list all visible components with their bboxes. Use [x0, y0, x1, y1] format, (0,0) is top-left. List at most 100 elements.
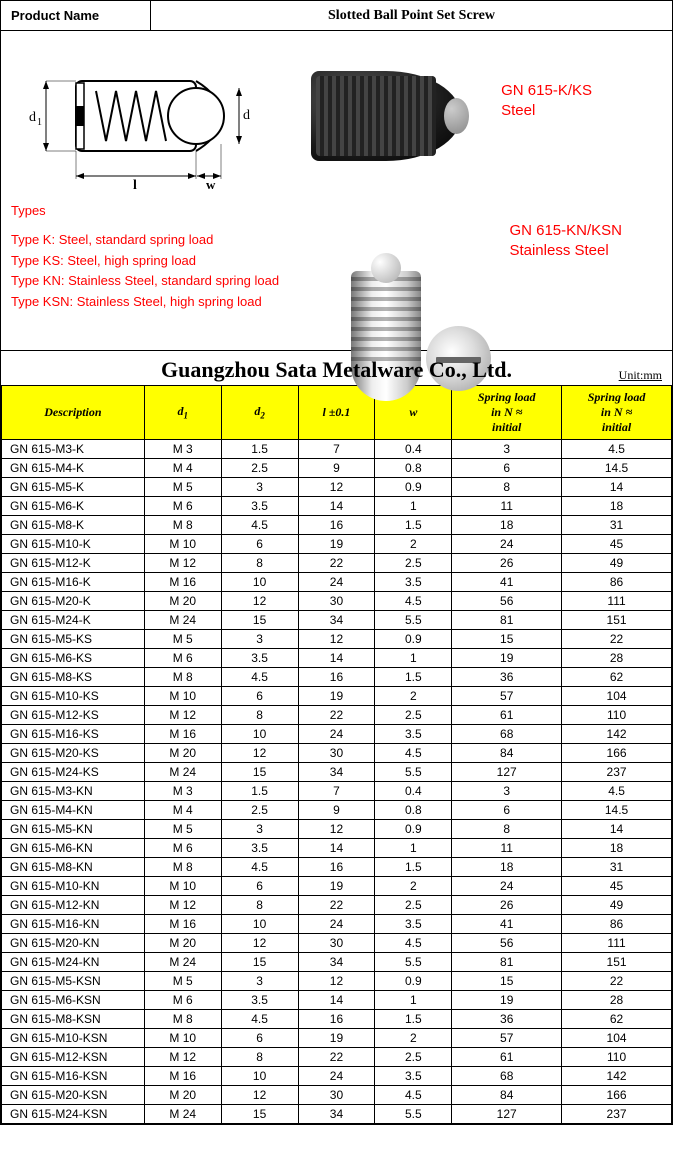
cell: 4.5 — [375, 1086, 452, 1105]
types-heading: Types — [11, 201, 279, 222]
technical-drawing: d 1 d 2 l w — [21, 51, 251, 191]
cell: GN 615-M8-KN — [2, 858, 145, 877]
cell: 24 — [452, 877, 562, 896]
cell: 19 — [298, 535, 375, 554]
company-name: Guangzhou Sata Metalware Co., Ltd. Unit:… — [1, 351, 672, 385]
table-row: GN 615-M12-KSNM 128222.561110 — [2, 1048, 672, 1067]
cell: 1 — [375, 839, 452, 858]
cell: 4.5 — [221, 516, 298, 535]
cell: 15 — [221, 953, 298, 972]
cell: M 3 — [144, 782, 221, 801]
type-line-0: Type K: Steel, standard spring load — [11, 230, 279, 251]
cell: 110 — [562, 706, 672, 725]
cell: GN 615-M16-KS — [2, 725, 145, 744]
cell: 12 — [298, 972, 375, 991]
cell: 0.8 — [375, 459, 452, 478]
cell: 6 — [452, 459, 562, 478]
cell: 1.5 — [375, 858, 452, 877]
cell: GN 615-M8-KS — [2, 668, 145, 687]
cell: 41 — [452, 573, 562, 592]
cell: 62 — [562, 668, 672, 687]
cell: 18 — [562, 839, 672, 858]
cell: 1.5 — [221, 782, 298, 801]
svg-text:w: w — [206, 177, 216, 191]
cell: 11 — [452, 497, 562, 516]
cell: 0.8 — [375, 801, 452, 820]
cell: M 24 — [144, 953, 221, 972]
cell: 81 — [452, 953, 562, 972]
table-row: GN 615-M16-KNM 1610243.54186 — [2, 915, 672, 934]
unit-label: Unit:mm — [619, 368, 662, 383]
cell: 151 — [562, 953, 672, 972]
cell: M 4 — [144, 459, 221, 478]
table-row: GN 615-M16-KSM 1610243.568142 — [2, 725, 672, 744]
cell: GN 615-M12-KS — [2, 706, 145, 725]
cell: 7 — [298, 440, 375, 459]
cell: 8 — [452, 820, 562, 839]
cell: 45 — [562, 877, 672, 896]
cell: M 12 — [144, 554, 221, 573]
cell: 237 — [562, 763, 672, 782]
cell: 10 — [221, 725, 298, 744]
cell: 9 — [298, 801, 375, 820]
cell: 2.5 — [375, 554, 452, 573]
cell: 7 — [298, 782, 375, 801]
cell: 18 — [452, 516, 562, 535]
cell: GN 615-M3-K — [2, 440, 145, 459]
table-row: GN 615-M16-KSNM 1610243.568142 — [2, 1067, 672, 1086]
cell: 14 — [562, 478, 672, 497]
cell: GN 615-M16-KN — [2, 915, 145, 934]
cell: 61 — [452, 1048, 562, 1067]
cell: 24 — [298, 573, 375, 592]
table-row: GN 615-M5-KSM 53120.91522 — [2, 630, 672, 649]
cell: 30 — [298, 934, 375, 953]
cell: 2.5 — [375, 896, 452, 915]
cell: 15 — [221, 763, 298, 782]
cell: M 16 — [144, 915, 221, 934]
cell: GN 615-M12-KSN — [2, 1048, 145, 1067]
cell: 22 — [298, 896, 375, 915]
cell: 111 — [562, 934, 672, 953]
cell: 12 — [298, 478, 375, 497]
cell: 84 — [452, 744, 562, 763]
cell: M 20 — [144, 934, 221, 953]
cell: 10 — [221, 573, 298, 592]
cell: GN 615-M20-KN — [2, 934, 145, 953]
table-row: GN 615-M20-KM 2012304.556111 — [2, 592, 672, 611]
cell: 6 — [452, 801, 562, 820]
cell: 1 — [375, 649, 452, 668]
cell: GN 615-M16-KSN — [2, 1067, 145, 1086]
cell: 28 — [562, 991, 672, 1010]
cell: 12 — [221, 934, 298, 953]
cell: M 3 — [144, 440, 221, 459]
cell: 19 — [452, 991, 562, 1010]
cell: 31 — [562, 516, 672, 535]
cell: 3.5 — [375, 915, 452, 934]
cell: GN 615-M10-K — [2, 535, 145, 554]
cell: 14.5 — [562, 459, 672, 478]
cell: 3 — [221, 972, 298, 991]
types-block: Types Type K: Steel, standard spring loa… — [11, 201, 279, 313]
table-row: GN 615-M16-KM 1610243.54186 — [2, 573, 672, 592]
cell: 30 — [298, 744, 375, 763]
cell: 18 — [452, 858, 562, 877]
cell: 4.5 — [562, 440, 672, 459]
cell: 1.5 — [375, 668, 452, 687]
cell: 4.5 — [221, 668, 298, 687]
svg-text:d: d — [243, 108, 250, 123]
cell: 6 — [221, 877, 298, 896]
cell: 49 — [562, 554, 672, 573]
cell: GN 615-M6-KN — [2, 839, 145, 858]
cell: GN 615-M8-KSN — [2, 1010, 145, 1029]
cell: 62 — [562, 1010, 672, 1029]
cell: M 8 — [144, 516, 221, 535]
cell: 19 — [298, 1029, 375, 1048]
table-row: GN 615-M6-KSM 63.51411928 — [2, 649, 672, 668]
cell: 3.5 — [375, 573, 452, 592]
table-row: GN 615-M8-KSNM 84.5161.53662 — [2, 1010, 672, 1029]
cell: 18 — [562, 497, 672, 516]
cell: 111 — [562, 592, 672, 611]
cell: 2 — [375, 1029, 452, 1048]
cell: 237 — [562, 1105, 672, 1124]
cell: 5.5 — [375, 763, 452, 782]
